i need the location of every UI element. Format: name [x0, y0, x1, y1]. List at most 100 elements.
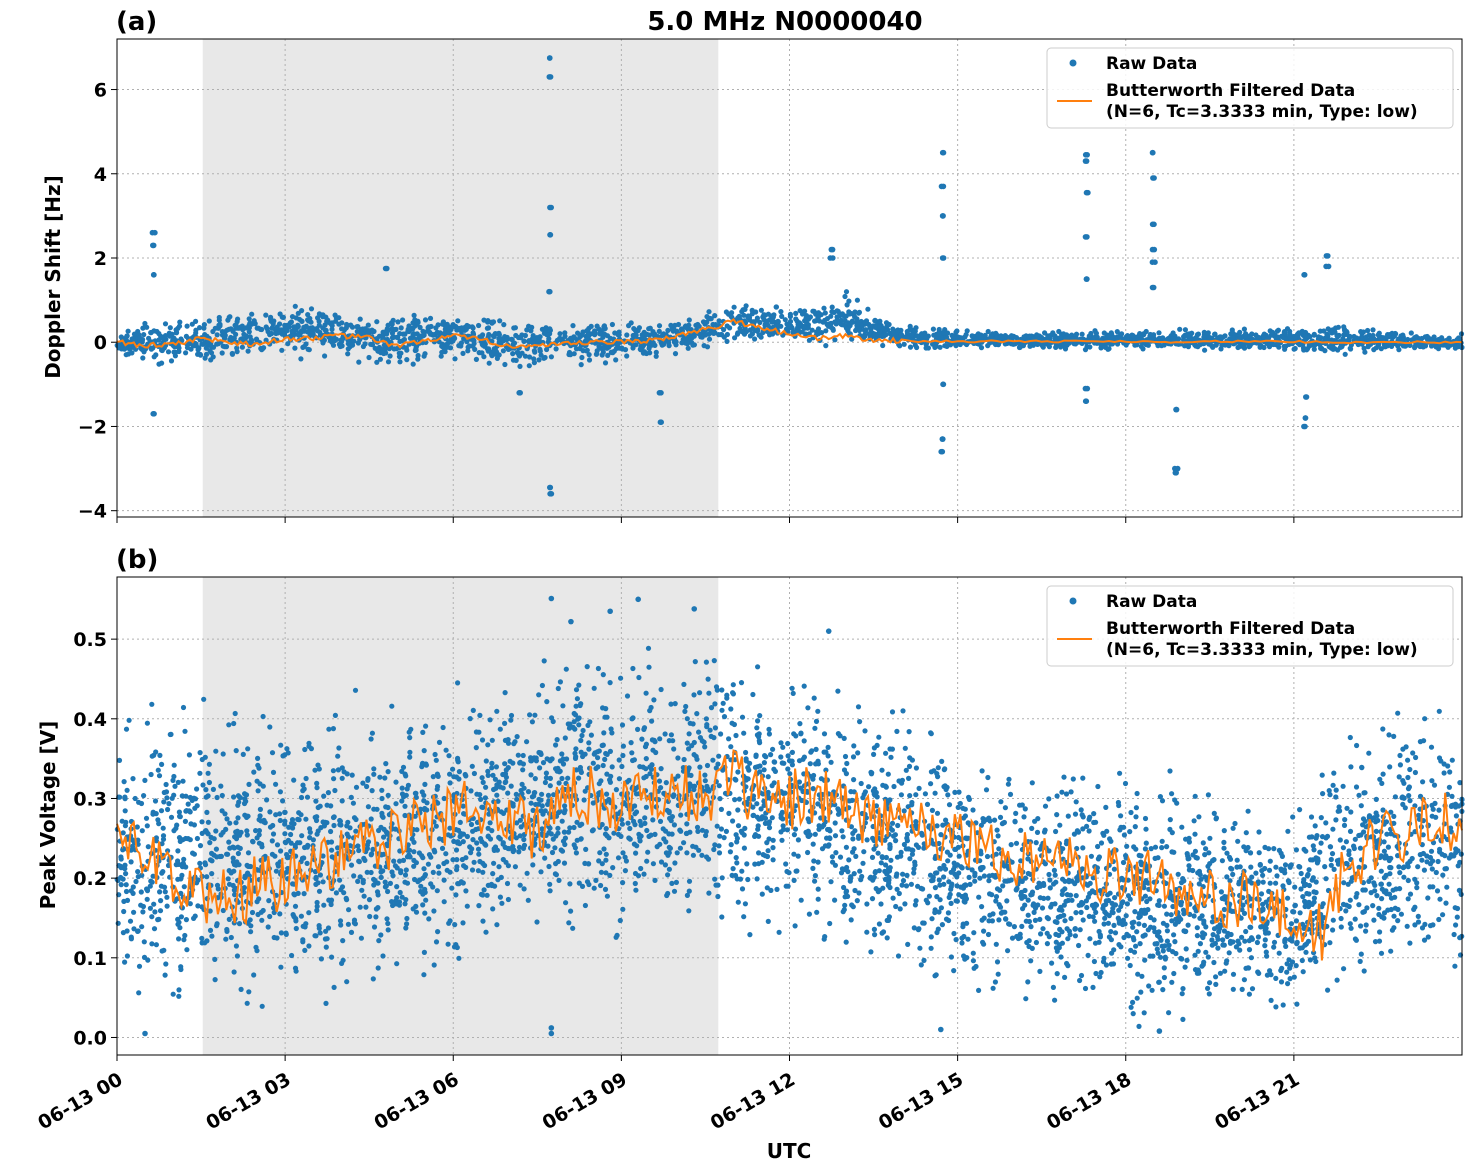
- raw-data-point: [269, 330, 275, 337]
- raw-data-point: [982, 332, 988, 338]
- raw-data-point: [829, 304, 835, 310]
- raw-data-point: [1337, 344, 1344, 350]
- raw-data-point: [1052, 997, 1058, 1003]
- raw-data-point: [1452, 345, 1458, 351]
- raw-data-spike-point: [657, 419, 664, 426]
- raw-data-spike-point: [547, 74, 554, 80]
- raw-data-point: [596, 343, 602, 350]
- raw-data-point: [171, 335, 177, 341]
- raw-data-point: [1429, 813, 1435, 819]
- raw-data-point: [463, 773, 469, 779]
- raw-data-point: [439, 349, 445, 355]
- raw-data-point: [1167, 817, 1173, 823]
- raw-data-point: [483, 929, 489, 935]
- raw-data-point: [778, 323, 784, 329]
- raw-data-point: [1327, 844, 1333, 850]
- raw-data-point: [1381, 915, 1387, 921]
- raw-data-point: [385, 769, 391, 775]
- raw-data-point: [1354, 335, 1360, 341]
- raw-data-point: [434, 329, 440, 335]
- raw-data-point: [217, 323, 223, 329]
- raw-data-point: [932, 790, 938, 796]
- raw-data-point: [1078, 972, 1085, 979]
- raw-data-spike-point: [1151, 221, 1157, 228]
- raw-data-point: [586, 740, 592, 746]
- raw-data-point: [627, 825, 633, 832]
- raw-data-point: [605, 352, 611, 358]
- raw-data-point: [1147, 953, 1153, 959]
- raw-data-point: [439, 845, 446, 852]
- raw-data-point: [970, 958, 977, 964]
- raw-data-point: [1408, 330, 1414, 336]
- raw-data-point: [1241, 326, 1247, 332]
- raw-data-point: [1374, 893, 1380, 899]
- raw-data-point: [206, 318, 212, 324]
- raw-data-point: [571, 351, 577, 357]
- raw-data-spike-point: [940, 436, 946, 442]
- raw-data-point: [1330, 782, 1336, 788]
- raw-data-point: [1133, 846, 1139, 852]
- raw-data-point: [866, 784, 872, 790]
- raw-data-point: [318, 956, 324, 962]
- raw-data-point: [330, 336, 336, 342]
- raw-data-point: [328, 828, 334, 835]
- raw-data-point: [356, 858, 362, 864]
- raw-data-point: [579, 732, 585, 739]
- raw-data-point: [1156, 330, 1162, 336]
- raw-data-point: [194, 786, 200, 792]
- raw-data-point: [905, 941, 911, 948]
- raw-data-point: [613, 787, 620, 793]
- raw-data-point: [716, 318, 722, 324]
- raw-data-point: [1139, 973, 1145, 979]
- raw-data-point: [1395, 710, 1401, 716]
- raw-data-point: [684, 340, 690, 346]
- raw-data-spike-point: [1303, 394, 1309, 400]
- raw-data-point: [573, 850, 580, 856]
- raw-data-point: [517, 759, 523, 766]
- raw-data-point: [637, 835, 643, 841]
- raw-data-point: [588, 323, 594, 329]
- raw-data-point: [151, 926, 158, 932]
- raw-data-point: [586, 357, 593, 363]
- raw-data-point: [321, 902, 327, 908]
- raw-data-point: [1213, 981, 1219, 988]
- raw-data-point: [696, 323, 702, 329]
- raw-data-point: [721, 714, 728, 720]
- raw-data-point: [842, 318, 848, 324]
- raw-data-point: [1363, 334, 1369, 340]
- raw-data-point: [149, 941, 155, 947]
- raw-data-point: [356, 359, 362, 365]
- raw-data-point: [344, 831, 350, 837]
- raw-data-point: [277, 311, 283, 317]
- raw-data-point: [703, 716, 710, 722]
- raw-data-point: [1143, 826, 1149, 832]
- raw-data-point: [440, 724, 446, 731]
- raw-data-spike-point: [151, 272, 157, 278]
- raw-data-point: [1267, 880, 1273, 886]
- raw-data-point: [233, 943, 239, 949]
- raw-data-point: [901, 808, 907, 814]
- raw-data-point: [832, 833, 839, 839]
- raw-data-point: [750, 812, 756, 819]
- raw-data-point: [1161, 903, 1167, 909]
- raw-data-point: [422, 910, 428, 916]
- raw-data-point: [1203, 949, 1209, 955]
- raw-data-point: [1057, 335, 1063, 341]
- raw-data-point: [1407, 342, 1413, 348]
- raw-data-point: [236, 921, 243, 927]
- raw-data-point: [1245, 808, 1251, 814]
- raw-data-point: [736, 796, 743, 802]
- raw-data-point: [385, 927, 391, 933]
- raw-data-point: [171, 349, 177, 355]
- raw-data-point: [470, 330, 476, 336]
- raw-data-point: [291, 777, 297, 783]
- raw-data-point: [804, 320, 810, 326]
- raw-data-point: [779, 313, 785, 319]
- raw-data-point: [267, 913, 273, 920]
- raw-data-point: [483, 842, 489, 848]
- raw-data-point: [295, 310, 301, 316]
- raw-data-point: [378, 932, 384, 938]
- raw-data-point: [793, 310, 799, 316]
- raw-data-point: [724, 323, 730, 329]
- raw-data-point: [125, 328, 131, 334]
